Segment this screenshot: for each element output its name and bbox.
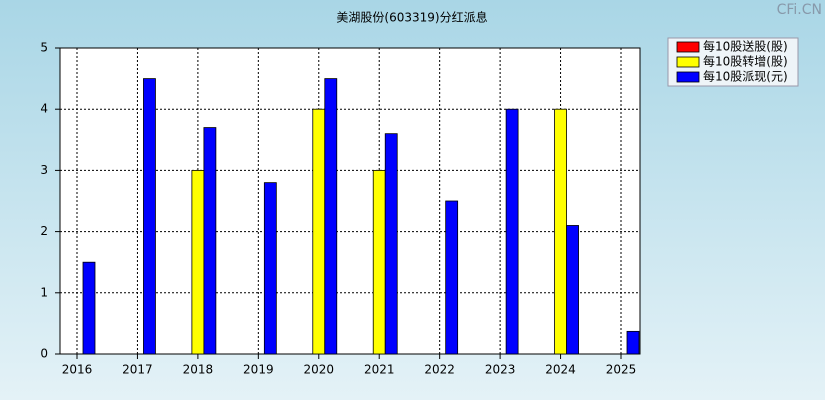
x-tick-label: 2019 <box>243 363 274 377</box>
x-tick-label: 2017 <box>122 363 153 377</box>
bar <box>626 330 640 355</box>
bar <box>372 169 386 355</box>
x-tick-label: 2016 <box>62 363 93 377</box>
watermark: CFi.CN <box>777 2 822 18</box>
bar <box>82 261 96 355</box>
chart-title: 美湖股份(603319)分红派息 <box>336 10 487 25</box>
x-tick-label: 2023 <box>485 363 516 377</box>
legend-label: 每10股送股(股) <box>703 39 788 54</box>
x-tick-label: 2025 <box>606 363 637 377</box>
legend-swatch <box>676 71 700 83</box>
bar <box>263 182 277 355</box>
legend-label: 每10股派现(元) <box>703 69 788 84</box>
x-tick-label: 2018 <box>183 363 214 377</box>
bar <box>566 225 579 355</box>
bar <box>143 78 156 355</box>
y-tick-label: 5 <box>40 41 48 55</box>
bar <box>505 108 519 355</box>
y-tick-label: 2 <box>40 224 48 238</box>
bar <box>324 78 338 355</box>
y-tick-label: 3 <box>40 163 48 177</box>
x-tick-label: 2020 <box>304 363 335 377</box>
x-tick-label: 2024 <box>545 363 576 377</box>
plot-area <box>59 47 641 355</box>
y-tick-label: 0 <box>40 347 48 361</box>
bar <box>191 169 205 355</box>
y-tick-label: 1 <box>40 285 48 299</box>
y-tick-label: 4 <box>40 102 48 116</box>
bar <box>554 108 567 355</box>
bar <box>312 108 326 355</box>
bar <box>203 127 217 355</box>
legend-label: 每10股转增(股) <box>703 54 788 69</box>
legend-swatch <box>676 56 700 68</box>
bar <box>384 133 398 355</box>
x-tick-label: 2021 <box>364 363 395 377</box>
bar <box>445 200 459 355</box>
legend-swatch <box>676 41 700 53</box>
x-tick-label: 2022 <box>424 363 455 377</box>
